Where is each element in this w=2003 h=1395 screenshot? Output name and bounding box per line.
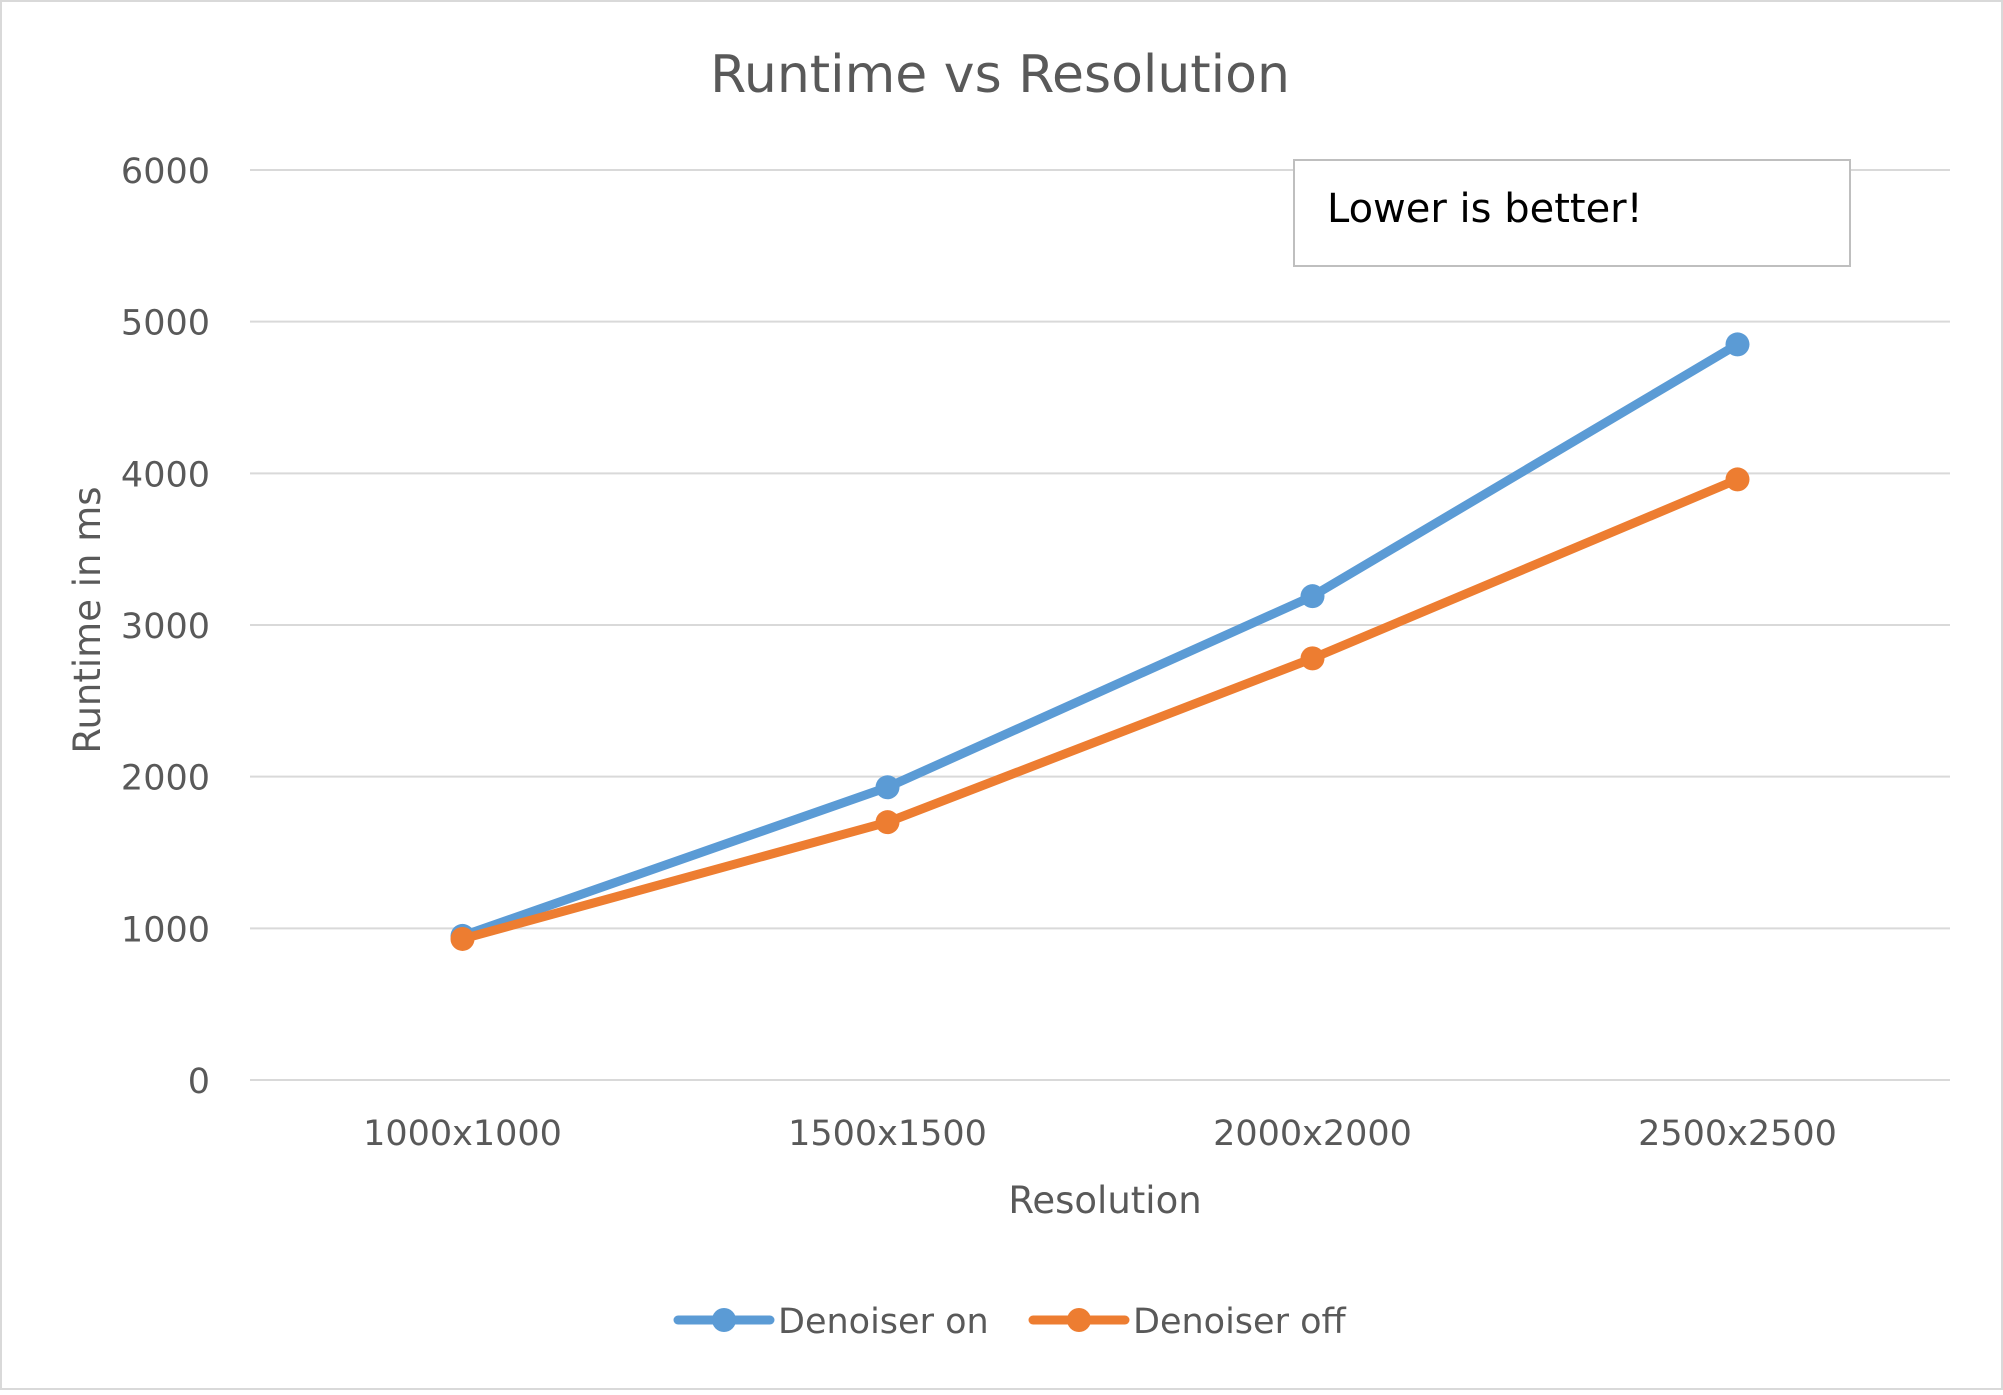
x-tick-label: 1000x1000 [363,1114,562,1154]
annotation-text: Lower is better! [1327,186,1643,232]
data-point [1725,332,1750,357]
x-axis-tick-labels: 1000x1000 1500x1500 2000x2000 2500x2500 [363,1114,1837,1154]
legend: Denoiser on Denoiser off [673,1302,1347,1342]
y-tick-label: 5000 [121,304,210,344]
legend-label: Denoiser off [1133,1302,1347,1342]
y-tick-label: 4000 [121,455,210,495]
y-tick-label: 2000 [121,759,210,799]
legend-label: Denoiser on [778,1302,989,1342]
y-tick-label: 3000 [121,607,210,647]
x-tick-label: 1500x1500 [788,1114,987,1154]
x-tick-label: 2500x2500 [1638,1114,1837,1154]
data-point [1300,584,1325,609]
annotation-box: Lower is better! [1293,159,1851,267]
legend-item: Denoiser off [1028,1302,1347,1342]
data-point [1725,467,1750,492]
series-line [458,474,1742,944]
y-tick-label: 6000 [121,152,210,192]
data-point [1300,646,1325,671]
x-axis-label: Resolution [1008,1179,1201,1222]
data-point [875,810,900,835]
series-lines [450,332,1750,951]
legend-swatch-marker [1067,1308,1091,1332]
y-tick-label: 1000 [121,910,210,950]
chart-title: Runtime vs Resolution [710,45,1290,105]
x-tick-label: 2000x2000 [1213,1114,1412,1154]
data-point [875,775,900,800]
series-2 [450,467,1750,951]
legend-item: Denoiser on [673,1302,989,1342]
data-point [450,926,475,951]
y-tick-label: 0 [188,1062,210,1102]
y-axis-tick-labels: 0 1000 2000 3000 4000 5000 6000 [121,152,210,1102]
legend-swatch-marker [712,1308,736,1332]
series-line [458,339,1742,941]
y-axis-label: Runtime in ms [66,486,109,753]
annotation-frame [1293,159,1851,267]
